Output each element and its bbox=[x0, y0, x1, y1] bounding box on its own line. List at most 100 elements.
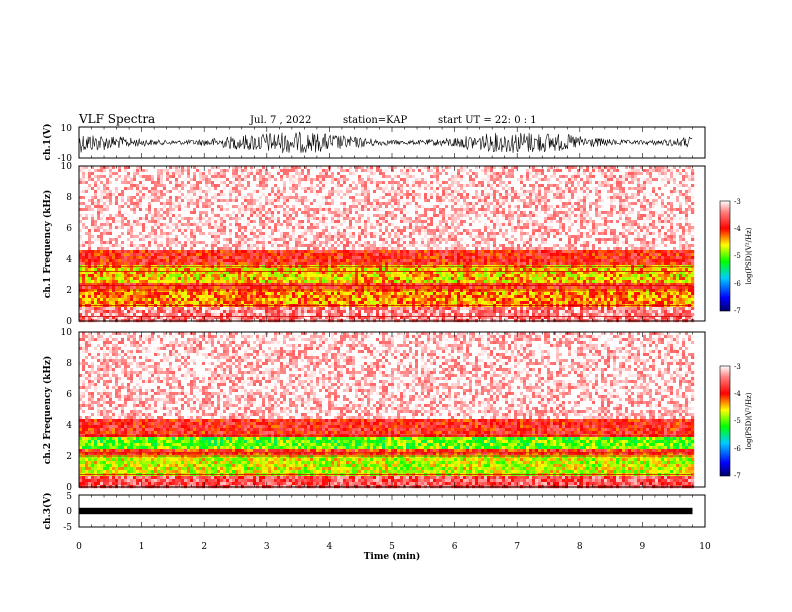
spectrogram-cell bbox=[199, 193, 203, 197]
spectrogram-cell bbox=[214, 199, 218, 203]
spectrogram-cell bbox=[406, 187, 410, 191]
spectrogram-cell bbox=[370, 166, 374, 170]
spectrogram-cell bbox=[214, 172, 218, 176]
spectrogram-cell bbox=[565, 196, 569, 200]
spectrogram-cell bbox=[529, 205, 533, 209]
spectrogram-cell bbox=[619, 175, 623, 179]
spectrogram-cell bbox=[364, 172, 368, 176]
spectrogram-cell bbox=[307, 220, 311, 224]
spectrogram-cell bbox=[466, 184, 470, 188]
spectrogram-cell bbox=[655, 205, 659, 209]
spectrogram-cell bbox=[85, 184, 89, 188]
spectrogram-cell bbox=[547, 187, 551, 191]
spectrogram-cell bbox=[487, 199, 491, 203]
spectrogram-cell bbox=[532, 217, 536, 221]
spectrogram-cell bbox=[412, 181, 416, 185]
spectrogram-cell bbox=[193, 187, 197, 191]
spectrogram-cell bbox=[652, 208, 656, 212]
spectrogram-cell bbox=[262, 208, 266, 212]
spectrogram-cell bbox=[622, 211, 626, 215]
spectrogram-cell bbox=[181, 181, 185, 185]
spectrogram-cell bbox=[412, 184, 416, 188]
spectrogram-cell bbox=[415, 223, 419, 227]
spectrogram-cell bbox=[124, 166, 128, 170]
spectrogram-cell bbox=[364, 199, 368, 203]
spectrogram-cell bbox=[175, 187, 179, 191]
spectrogram-cell bbox=[469, 208, 473, 212]
spectrogram-cell bbox=[583, 220, 587, 224]
spectrogram-cell bbox=[664, 229, 668, 233]
spectrogram-cell bbox=[478, 229, 482, 233]
spectrogram-cell bbox=[193, 205, 197, 209]
spectrogram-cell bbox=[607, 205, 611, 209]
spectrogram-cell bbox=[376, 220, 380, 224]
spectrogram-cell bbox=[457, 175, 461, 179]
spectrogram-cell bbox=[139, 169, 143, 173]
spectrogram-cell bbox=[457, 193, 461, 197]
spectrogram-cell bbox=[304, 184, 308, 188]
spectrogram-cell bbox=[112, 178, 116, 182]
spectrogram-cell bbox=[484, 169, 488, 173]
spectrogram-cell bbox=[466, 178, 470, 182]
spectrogram-cell bbox=[520, 184, 524, 188]
spectrogram-cell bbox=[352, 196, 356, 200]
spectrogram-cell bbox=[184, 166, 188, 170]
spectrogram-cell bbox=[103, 211, 107, 215]
spectrogram-cell bbox=[616, 226, 620, 230]
spectrogram-cell bbox=[364, 208, 368, 212]
spectrogram-cell bbox=[328, 184, 332, 188]
spectrogram-cell bbox=[97, 202, 101, 206]
spectrogram-cell bbox=[82, 175, 86, 179]
spectrogram-cell bbox=[688, 184, 692, 188]
spectrogram-cell bbox=[94, 181, 98, 185]
spectrogram-cell bbox=[160, 169, 164, 173]
spectrogram-cell bbox=[106, 229, 110, 233]
spectrogram-cell bbox=[103, 184, 107, 188]
spectrogram-cell bbox=[79, 214, 83, 218]
spectrogram-cell bbox=[367, 202, 371, 206]
spectrogram-cell bbox=[661, 220, 665, 224]
spectrogram-cell bbox=[331, 223, 335, 227]
spectrogram-cell bbox=[688, 205, 692, 209]
spectrogram-cell bbox=[520, 196, 524, 200]
spectrogram-cell bbox=[316, 211, 320, 215]
spectrogram-cell bbox=[298, 211, 302, 215]
spectrogram-cell bbox=[409, 172, 413, 176]
spectrogram-cell bbox=[103, 214, 107, 218]
spectrogram-cell bbox=[304, 181, 308, 185]
spectrogram-cell bbox=[352, 175, 356, 179]
spectrogram-cell bbox=[553, 172, 557, 176]
spectrogram-cell bbox=[115, 220, 119, 224]
spectrogram-cell bbox=[136, 169, 140, 173]
spectrogram-cell bbox=[517, 235, 521, 239]
spectrogram-cell bbox=[298, 208, 302, 212]
spectrogram-cell bbox=[499, 193, 503, 197]
spectrogram-cell bbox=[472, 196, 476, 200]
spectrogram-cell bbox=[241, 175, 245, 179]
spectrogram-cell bbox=[601, 175, 605, 179]
spectrogram-cell bbox=[418, 202, 422, 206]
spectrogram-cell bbox=[385, 208, 389, 212]
spectrogram-cell bbox=[355, 172, 359, 176]
spectrogram-cell bbox=[145, 187, 149, 191]
spectrogram-cell bbox=[388, 226, 392, 230]
spectrogram-cell bbox=[79, 190, 83, 194]
spectrogram-cell bbox=[346, 223, 350, 227]
spectrogram-cell bbox=[691, 181, 695, 185]
spectrogram-cell bbox=[463, 169, 467, 173]
spectrogram-cell bbox=[316, 232, 320, 236]
spectrogram-cell bbox=[79, 169, 83, 173]
spectrogram-cell bbox=[91, 220, 95, 224]
spectrogram-cell bbox=[439, 223, 443, 227]
spectrogram-cell bbox=[481, 202, 485, 206]
spectrogram-cell bbox=[679, 202, 683, 206]
spectrogram-cell bbox=[613, 214, 617, 218]
spectrogram-cell bbox=[106, 205, 110, 209]
spectrogram-cell bbox=[550, 187, 554, 191]
spectrogram-cell bbox=[682, 214, 686, 218]
spectrogram-cell bbox=[298, 199, 302, 203]
spectrogram-cell bbox=[340, 190, 344, 194]
spectrogram-cell bbox=[373, 193, 377, 197]
spectrogram-cell bbox=[421, 208, 425, 212]
spectrogram-cell bbox=[175, 190, 179, 194]
